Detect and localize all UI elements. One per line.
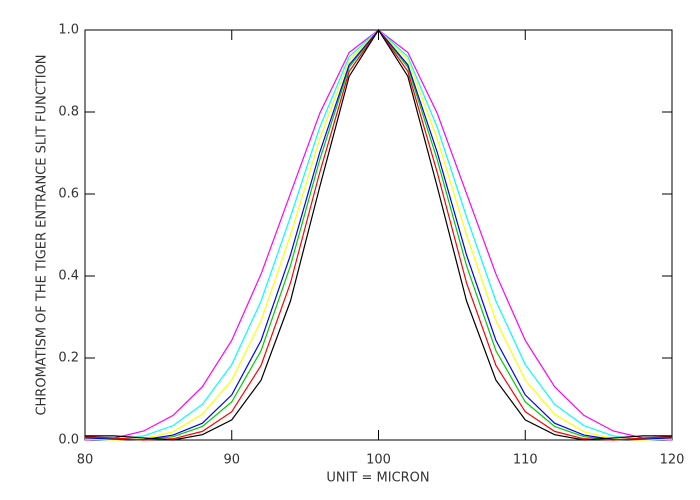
series-line: [84, 29, 673, 441]
series-line: [84, 28, 673, 441]
y-tick-label: 0.4: [58, 269, 79, 284]
plot-frame: [84, 29, 673, 441]
x-axis-label: UNIT = MICRON: [326, 471, 429, 486]
series-line: [84, 29, 673, 441]
series-line: [84, 29, 673, 441]
y-tick-label: 0.2: [58, 351, 79, 366]
y-tick-label: 0.6: [58, 187, 79, 202]
x-tick-label: 90: [223, 453, 240, 468]
y-tick-label: 0.8: [58, 105, 79, 120]
x-tick-label: 80: [77, 453, 94, 468]
series-line: [85, 28, 672, 441]
series-line: [84, 29, 673, 441]
y-tick-label: 1.0: [58, 23, 79, 38]
series-line: [84, 29, 673, 441]
y-axis-label: CHROMATISM OF THE TIGER ENTRANCE SLIT FU…: [35, 54, 50, 415]
y-tick-label: 0.0: [58, 433, 79, 448]
x-tick-label: 110: [513, 453, 538, 468]
x-tick-label: 120: [660, 453, 685, 468]
x-tick-label: 100: [366, 453, 391, 468]
